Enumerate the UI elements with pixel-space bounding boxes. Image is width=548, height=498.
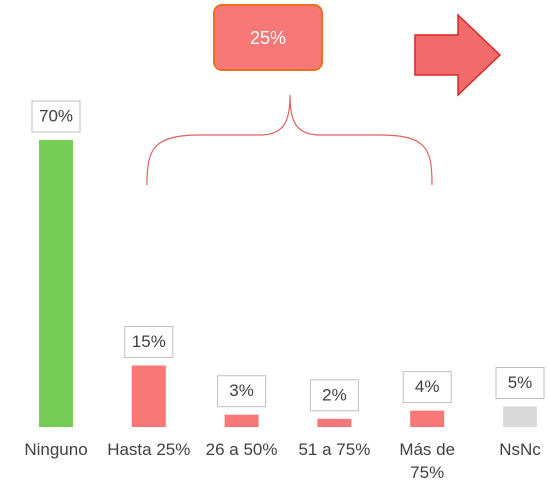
bar xyxy=(503,406,537,427)
annotation: 25% xyxy=(250,28,286,48)
value-label: 15% xyxy=(132,332,166,351)
value-label-box xyxy=(495,367,545,399)
x-tick-label: Más de 75% xyxy=(399,440,456,482)
brace xyxy=(146,94,433,186)
value-label: 3% xyxy=(229,381,254,400)
value-label: 2% xyxy=(322,385,347,404)
x-tick-label: NsNc xyxy=(499,440,541,459)
value-label-box xyxy=(309,379,359,412)
x-tick-label: Ninguno xyxy=(24,440,88,459)
x-tick-label: 51 a 75% xyxy=(298,440,371,459)
value-label-box xyxy=(217,375,267,408)
x-tick-label: Hasta 25% xyxy=(107,440,191,459)
value-label-box xyxy=(31,100,81,133)
value-label: 70% xyxy=(39,106,73,125)
value-label-box xyxy=(402,371,452,404)
annotation-box xyxy=(213,4,323,71)
value-label-box xyxy=(124,326,174,358)
bar xyxy=(39,140,73,427)
bar xyxy=(317,418,352,427)
x-tick-label: 26 a 50% xyxy=(205,440,278,459)
bar xyxy=(410,410,445,427)
bar xyxy=(224,414,259,427)
value-label: 5% xyxy=(508,373,533,392)
bar xyxy=(131,365,166,427)
value-label: 4% xyxy=(415,377,440,396)
arrow xyxy=(414,13,502,97)
